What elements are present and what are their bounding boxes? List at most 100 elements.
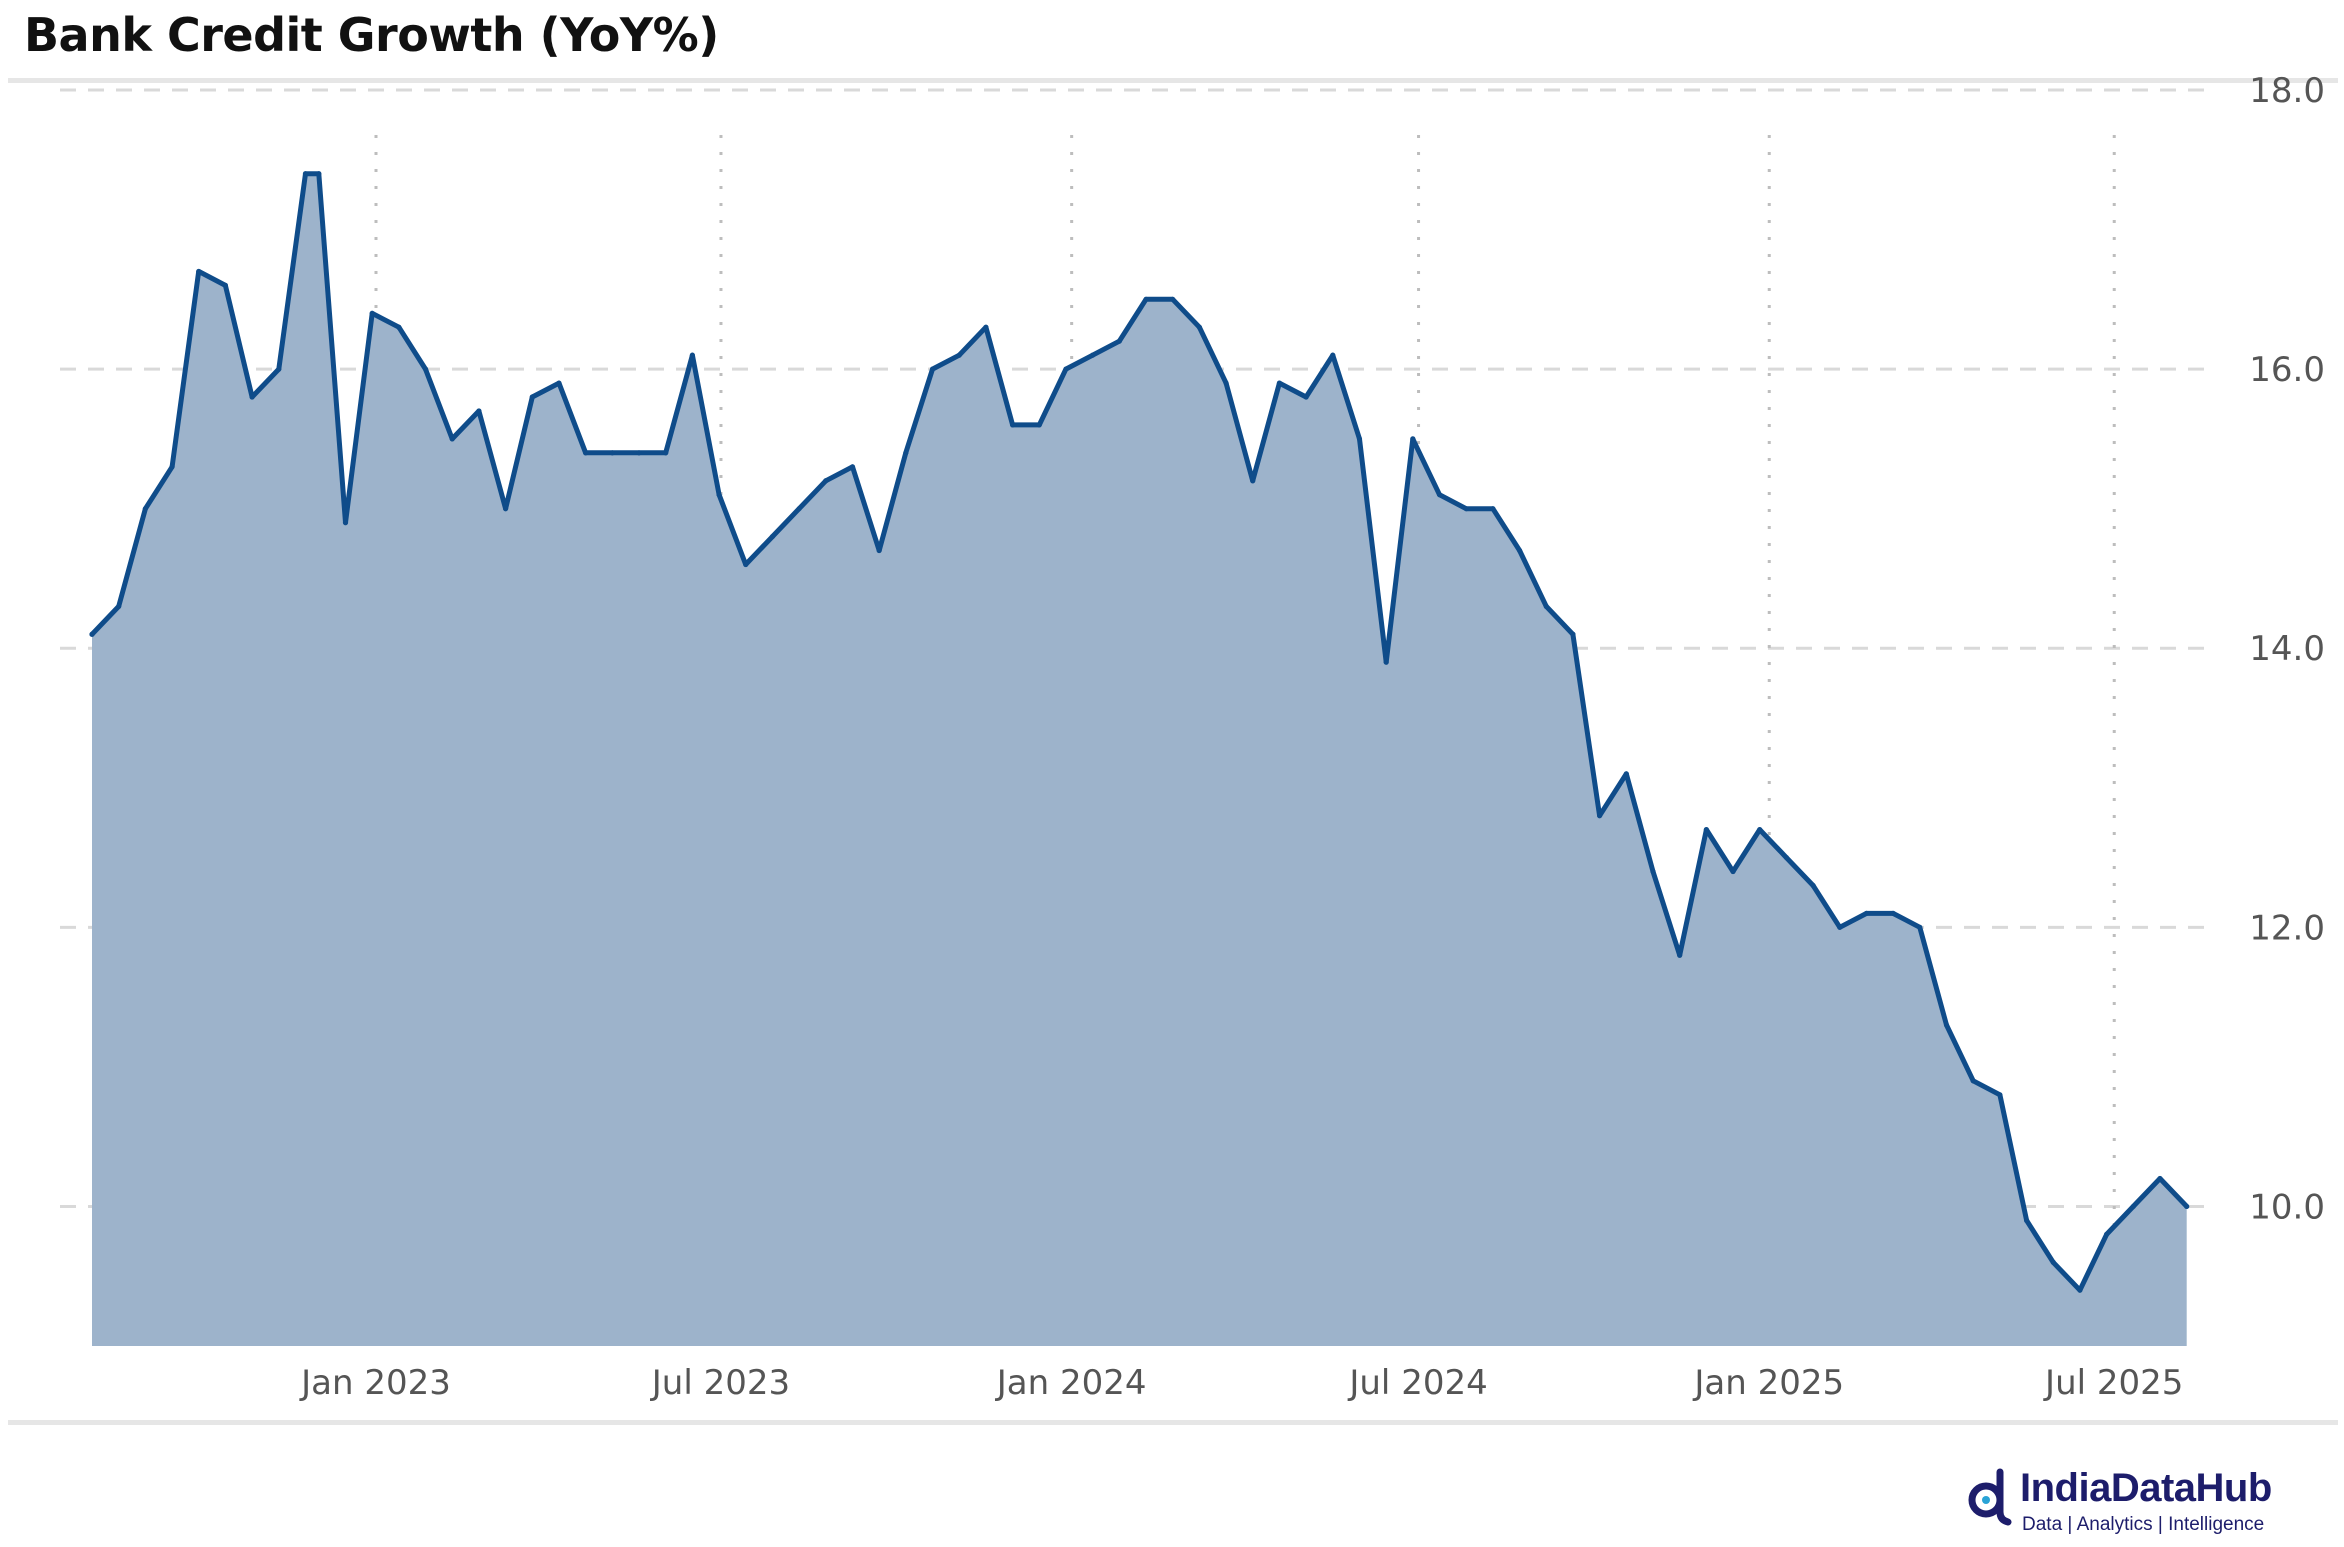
data-point [222,282,229,288]
data-point [342,520,349,526]
y-axis-ticks: 10.0 12.0 14.0 16.0 18.0 [2249,71,2325,1227]
data-point [609,450,615,456]
data-point [476,408,482,414]
data-point [1356,436,1363,442]
y-tick-label: 16.0 [2249,350,2325,390]
data-point [1623,771,1629,777]
data-point [1036,422,1042,428]
logo-icon [1968,1468,2012,1526]
data-point [1890,910,1896,916]
data-point [983,324,989,330]
data-point [1170,296,1176,302]
data-point [849,464,856,470]
data-point [1116,338,1122,344]
data-point [142,506,148,512]
data-point [1917,924,1923,930]
data-point [1997,1092,2003,1098]
data-point [2157,1175,2163,1182]
data-point [449,436,455,442]
y-tick-label: 12.0 [2249,908,2325,948]
data-point [769,533,776,540]
data-point [2077,1287,2083,1293]
data-point [1570,631,1576,637]
data-point [396,324,402,330]
bottom-divider [8,1420,2338,1425]
data-point [1783,854,1790,861]
data-point [1837,924,1843,930]
data-point [116,603,122,609]
data-point [502,506,509,512]
data-point [1810,882,1816,889]
data-point [956,352,962,358]
x-tick-label: Jul 2024 [1347,1363,1487,1403]
data-point [903,450,909,456]
data-point [2050,1259,2056,1265]
top-divider [8,78,2338,83]
data-point [276,366,282,372]
data-point [1463,506,1469,512]
data-point [1410,436,1416,442]
brand-tagline: Data | Analytics | Intelligence [2022,1514,2265,1535]
data-point [1276,380,1283,386]
y-tick-label: 10.0 [2249,1187,2325,1227]
data-point [89,631,95,637]
data-point [663,450,669,456]
data-point [2184,1203,2190,1210]
y-tick-label: 18.0 [2249,71,2325,111]
data-point [796,506,802,512]
data-point [1677,952,1683,958]
data-point [1383,659,1389,665]
data-point [1143,296,1149,302]
series-line [89,171,2190,1293]
data-point [1516,547,1523,554]
data-point [1543,603,1549,609]
data-point [1196,324,1202,330]
data-point [1303,394,1309,400]
data-point [1490,506,1496,512]
brand-name: IndiaDataHub [2020,1466,2272,1510]
data-point [556,380,562,386]
data-point [169,464,175,470]
x-axis-ticks: Jan 2023 Jul 2023 Jan 2024 Jul 2024 Jan 2025… [299,1363,2183,1403]
data-point [1436,492,1443,498]
data-point [716,492,722,498]
data-point [689,352,695,358]
series-points [89,171,2190,1293]
brand-logo: IndiaDataHub Data | Analytics | Intellig… [1964,1460,2324,1540]
data-point [1090,352,1096,358]
x-tick-label: Jan 2024 [995,1363,1147,1403]
data-point [1597,813,1603,819]
data-point [2023,1217,2030,1223]
data-point [1757,827,1763,833]
data-point [1703,827,1709,833]
data-point [2104,1231,2110,1237]
y-tick-label: 14.0 [2249,629,2325,669]
data-point [583,450,589,456]
data-point [1250,478,1256,484]
data-point [1330,352,1336,358]
data-point [1943,1022,1950,1028]
x-tick-label: Jul 2023 [650,1363,790,1403]
data-point [1650,868,1656,875]
data-point [1863,910,1870,916]
data-point [823,478,829,484]
data-point [302,171,309,177]
data-point [743,561,749,568]
data-point [929,366,936,372]
x-tick-label: Jan 2023 [299,1363,451,1403]
data-point [1063,366,1069,372]
data-point [422,366,429,372]
chart-title: Bank Credit Growth (YoY%) [24,8,719,62]
data-point [1730,868,1736,875]
x-tick-label: Jul 2025 [2043,1363,2183,1403]
data-point [876,547,882,554]
data-point [636,450,642,456]
series-area [92,173,2187,1347]
data-point [2130,1203,2136,1210]
data-point [196,268,202,275]
data-point [369,310,375,316]
data-point [1009,422,1016,428]
data-point [529,394,535,400]
x-tick-label: Jan 2025 [1692,1363,1844,1403]
